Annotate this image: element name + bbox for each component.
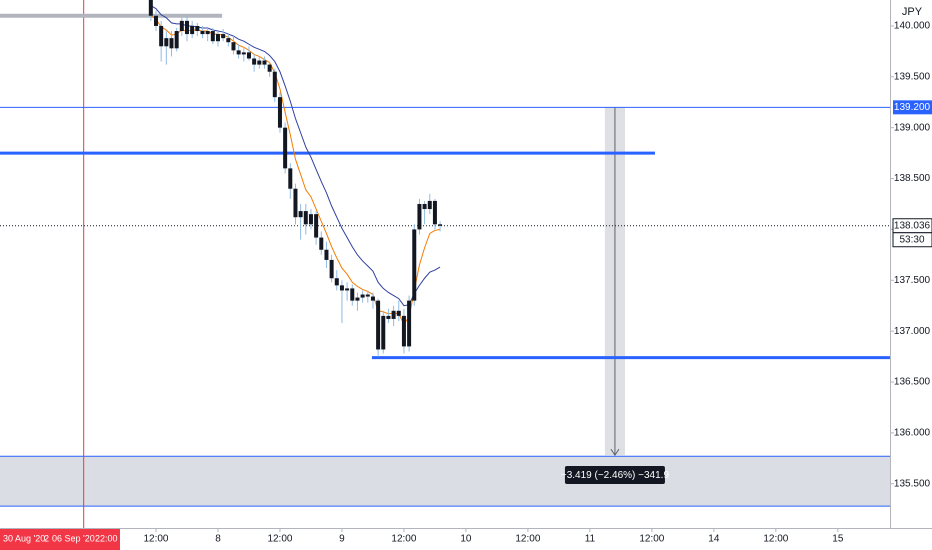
- candle-body: [427, 200, 432, 210]
- candle-body: [277, 97, 282, 128]
- candle-body: [339, 285, 344, 291]
- last-price-label: 138.036: [894, 220, 931, 231]
- y-tick-label: 139.500: [894, 71, 931, 82]
- x-tick-label: 12:00: [143, 534, 168, 545]
- candle-body: [303, 211, 308, 225]
- candle-body: [355, 297, 360, 301]
- plot-area: −3.419 (−2.46%) −341.9: [0, 0, 890, 528]
- candle-body: [319, 237, 324, 250]
- candle-body: [401, 315, 406, 347]
- candle-body: [200, 31, 205, 35]
- candle-body: [370, 296, 375, 301]
- cursor-label: 22:00: [95, 533, 118, 543]
- candle-body: [376, 300, 381, 350]
- x-tick-label: 9: [339, 534, 345, 545]
- candle-body: [164, 38, 169, 47]
- candle-body: [345, 288, 350, 291]
- candle-body: [422, 203, 427, 210]
- currency-label: JPY: [902, 6, 923, 18]
- y-tick-label: 137.500: [894, 275, 931, 286]
- countdown-label: 53:30: [899, 234, 924, 245]
- candle-body: [417, 203, 422, 230]
- candle-body: [334, 278, 339, 286]
- x-tick-label: 14: [708, 534, 720, 545]
- candle-body: [407, 300, 412, 347]
- candle-body: [391, 310, 396, 319]
- measure-arrowhead: [610, 448, 620, 457]
- candle-body: [153, 15, 158, 26]
- cursor-label: 2: [44, 533, 49, 543]
- candle-body: [252, 58, 257, 65]
- candle-body: [381, 315, 386, 350]
- x-tick-label: 10: [460, 534, 472, 545]
- candle-body: [231, 42, 236, 51]
- candle-body: [205, 31, 210, 35]
- candle-body: [159, 25, 164, 47]
- candle-body: [438, 224, 443, 226]
- candle-body: [195, 25, 200, 32]
- candle-body: [298, 211, 303, 218]
- candle-body: [365, 294, 370, 297]
- cursor-label: 30 Aug '20: [3, 533, 45, 543]
- level-label-box: [893, 100, 932, 115]
- candle-body: [210, 31, 215, 42]
- x-tick-label: 15: [832, 534, 844, 545]
- candle-body: [360, 294, 365, 298]
- candle-body: [350, 288, 355, 301]
- candle-body: [174, 31, 179, 49]
- y-tick-label: 136.000: [894, 428, 931, 439]
- y-tick-label: 139.000: [894, 122, 931, 133]
- x-tick-label: 12:00: [515, 534, 540, 545]
- candle-body: [412, 229, 417, 301]
- x-tick-label: 12:00: [639, 534, 664, 545]
- candle-body: [293, 188, 298, 218]
- candle-body: [314, 214, 319, 238]
- x-tick-label: 8: [215, 534, 221, 545]
- candle-body: [262, 60, 267, 65]
- candle-body: [236, 50, 241, 55]
- candle-body: [386, 315, 391, 319]
- level-label: 139.200: [894, 102, 931, 113]
- candle-body: [257, 60, 262, 65]
- y-tick-label: 136.500: [894, 377, 931, 388]
- x-tick-label: 12:00: [391, 534, 416, 545]
- measure-label-box: [564, 466, 665, 484]
- x-tick-label: 12:00: [267, 534, 292, 545]
- candle-body: [329, 259, 334, 279]
- candle-body: [241, 52, 246, 55]
- candle-body: [267, 64, 272, 72]
- candle-body: [246, 52, 251, 59]
- candle-body: [221, 34, 226, 39]
- candle-body: [283, 127, 288, 169]
- candle-body: [148, 0, 153, 16]
- y-tick-label: 138.500: [894, 173, 931, 184]
- cursor-label-box: [0, 529, 120, 550]
- x-tick-label: 12:00: [763, 534, 788, 545]
- y-tick-label: 135.500: [894, 478, 931, 489]
- x-tick-label: 11: [585, 534, 596, 545]
- candle-body: [432, 200, 437, 225]
- countdown-box: [892, 232, 932, 248]
- candle-body: [324, 249, 329, 260]
- candle-body: [179, 20, 184, 32]
- candle-body: [169, 38, 174, 49]
- candle-body: [396, 310, 401, 316]
- candle-body: [215, 34, 220, 42]
- candle-body: [184, 20, 189, 35]
- y-tick-label: 140.000: [894, 21, 931, 32]
- measure-label: −3.419 (−2.46%) −341.9: [561, 470, 670, 481]
- zone: [0, 456, 890, 507]
- candle-body: [226, 38, 231, 43]
- cursor-label: 06 Sep '20: [52, 533, 95, 543]
- candle-body: [308, 214, 313, 225]
- y-tick-label: 137.000: [894, 326, 931, 337]
- candle-body: [272, 71, 277, 98]
- candle-body: [190, 25, 195, 35]
- candle-body: [288, 168, 293, 189]
